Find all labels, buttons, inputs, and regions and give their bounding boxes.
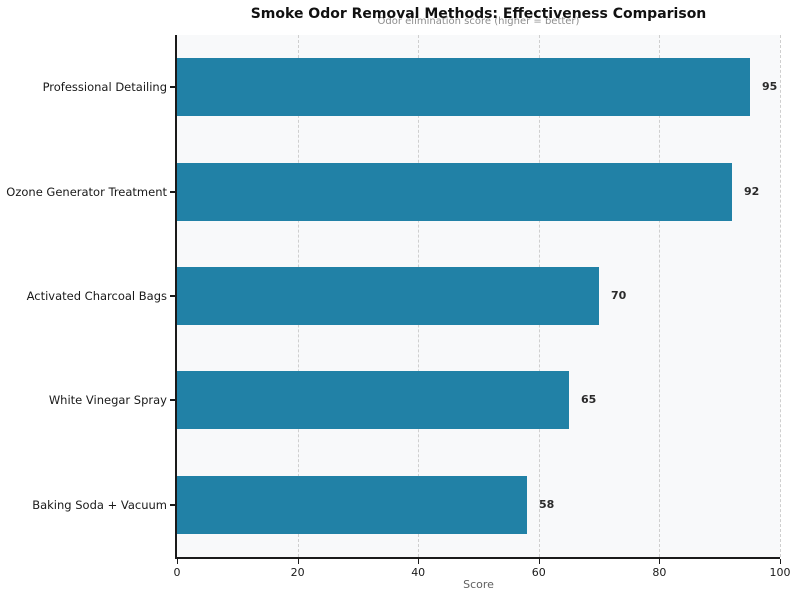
x-tick-label: 80 xyxy=(652,566,667,579)
y-axis-spine xyxy=(175,35,177,559)
y-tick-label: Professional Detailing xyxy=(42,80,167,95)
y-tick-label: Baking Soda + Vacuum xyxy=(32,497,167,512)
y-tick-mark xyxy=(170,503,175,506)
x-tick-mark xyxy=(659,559,661,564)
y-tick-mark xyxy=(170,295,175,297)
y-tick-mark xyxy=(170,190,175,193)
y-tick-label: White Vinegar Spray xyxy=(48,393,167,408)
y-tick-label: Ozone Generator Treatment xyxy=(6,184,167,199)
bar-value-label: 58 xyxy=(539,498,555,511)
bar xyxy=(177,267,599,325)
x-axis-label: Score xyxy=(463,578,494,591)
gridline xyxy=(780,35,781,557)
plot-area: 95 92 70 65 58 xyxy=(177,35,781,557)
x-tick-label: 60 xyxy=(531,566,546,579)
x-tick-label: 20 xyxy=(290,566,305,579)
bar-value-label: 70 xyxy=(611,289,627,302)
bar xyxy=(177,58,750,116)
bar xyxy=(177,476,527,534)
x-tick-mark xyxy=(780,559,781,564)
x-axis-spine xyxy=(175,557,780,559)
x-tick-label: 0 xyxy=(173,566,181,579)
x-tick-mark xyxy=(418,559,420,564)
y-tick-mark xyxy=(170,399,175,402)
y-tick-mark xyxy=(170,86,175,89)
gridline xyxy=(659,35,661,557)
x-tick-label: 40 xyxy=(411,566,426,579)
bar-value-label: 65 xyxy=(581,393,597,406)
bar-value-label: 92 xyxy=(744,185,760,198)
bar xyxy=(177,163,732,221)
x-tick-label: 100 xyxy=(769,566,791,579)
x-tick-mark xyxy=(177,559,178,564)
x-tick-mark xyxy=(297,559,299,564)
chart-subtitle: Odor elimination score (higher = better) xyxy=(377,16,580,27)
bar-value-label: 95 xyxy=(762,80,778,93)
y-tick-label: Activated Charcoal Bags xyxy=(26,289,167,303)
bar xyxy=(177,371,569,429)
x-tick-mark xyxy=(538,559,540,564)
chart-title: Smoke Odor Removal Methods: Effectivenes… xyxy=(250,6,707,22)
